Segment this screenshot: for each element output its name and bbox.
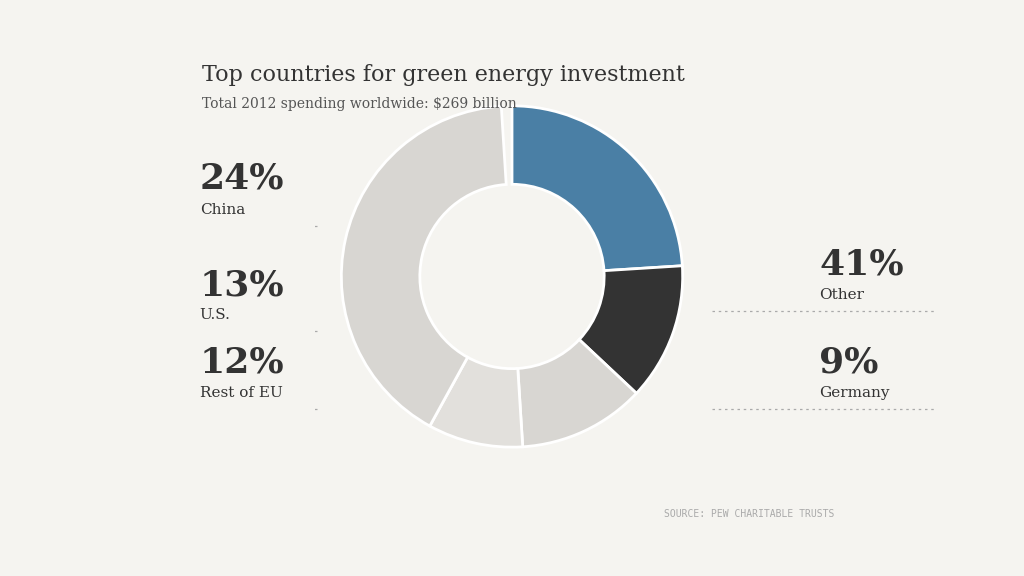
Wedge shape — [341, 106, 506, 426]
Text: Rest of EU: Rest of EU — [200, 386, 283, 400]
Text: 24%: 24% — [200, 161, 285, 196]
Text: Total 2012 spending worldwide: $269 billion: Total 2012 spending worldwide: $269 bill… — [202, 97, 516, 111]
Wedge shape — [580, 266, 683, 393]
Text: SOURCE: PEW CHARITABLE TRUSTS: SOURCE: PEW CHARITABLE TRUSTS — [664, 509, 834, 519]
Wedge shape — [512, 106, 682, 271]
Text: 12%: 12% — [200, 346, 285, 380]
Wedge shape — [518, 340, 636, 447]
Text: Top countries for green energy investment: Top countries for green energy investmen… — [202, 64, 685, 86]
Text: 13%: 13% — [200, 268, 285, 302]
Text: 9%: 9% — [819, 346, 879, 380]
Text: 41%: 41% — [819, 248, 904, 282]
Text: Other: Other — [819, 288, 864, 302]
Text: Germany: Germany — [819, 386, 890, 400]
Text: U.S.: U.S. — [200, 308, 230, 322]
Text: China: China — [200, 203, 245, 217]
Wedge shape — [430, 357, 522, 447]
